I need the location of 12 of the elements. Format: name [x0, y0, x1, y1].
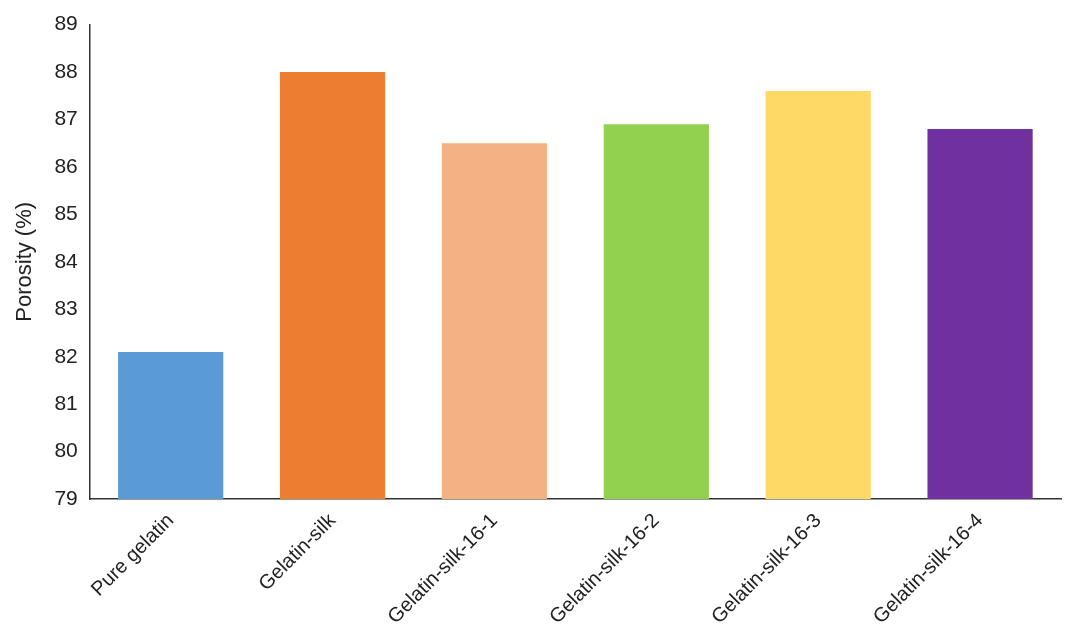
y-tick-label: 87 — [54, 106, 78, 130]
y-tick-label: 84 — [54, 248, 79, 272]
y-tick-label: 81 — [54, 390, 78, 414]
y-tick-label: 88 — [54, 58, 78, 82]
y-tick-label: 83 — [54, 296, 78, 320]
y-tick-label: 80 — [54, 438, 78, 462]
y-tick-label: 86 — [54, 153, 78, 177]
y-tick-label: 79 — [54, 485, 78, 509]
y-tick-label: 89 — [54, 11, 78, 35]
y-tick-label: 85 — [54, 201, 78, 225]
y-axis-title: Porosity (%) — [11, 201, 37, 322]
y-tick-label: 82 — [54, 343, 78, 367]
